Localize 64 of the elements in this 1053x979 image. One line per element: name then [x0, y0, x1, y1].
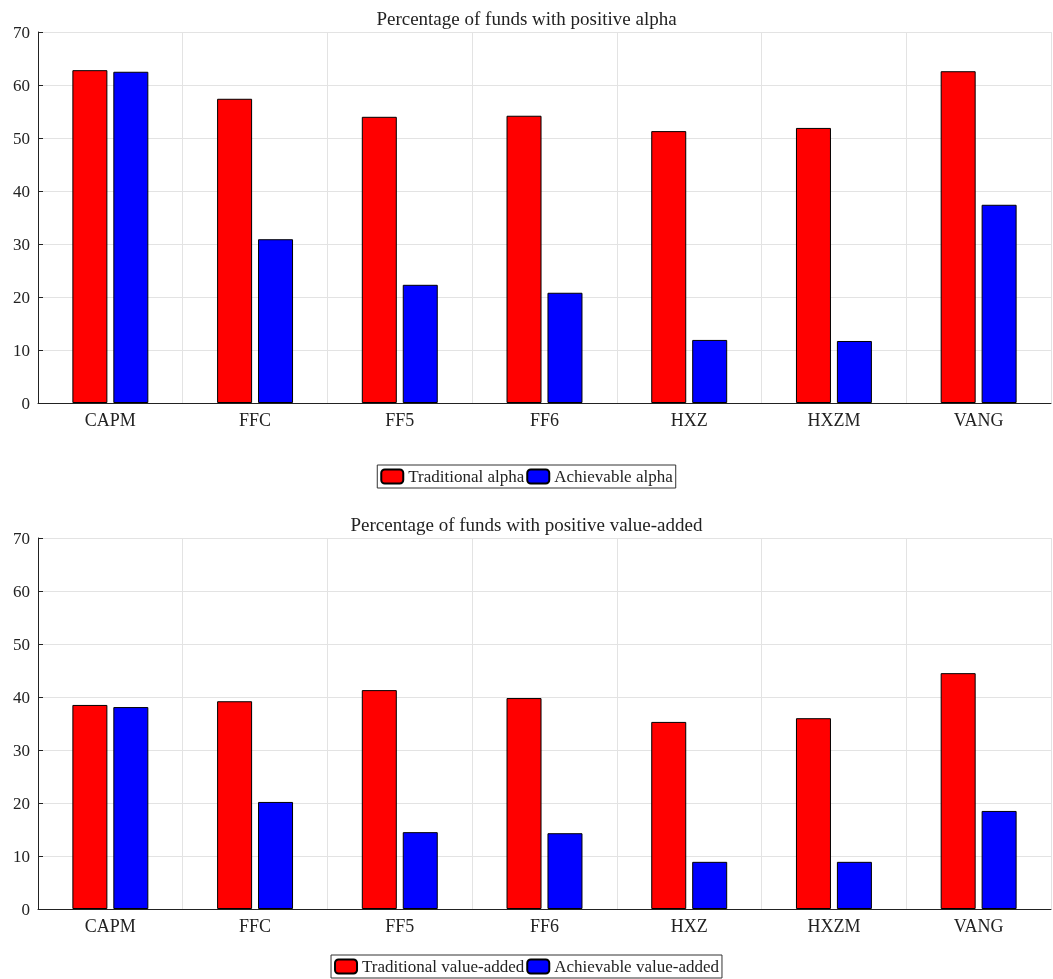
y-tick-label: 10	[13, 846, 30, 866]
y-tick-label: 30	[13, 234, 30, 254]
x-tick-label: FFC	[239, 410, 272, 430]
bar	[692, 339, 728, 403]
y-tick-label: 60	[13, 581, 30, 601]
x-tick-label: FF5	[385, 916, 415, 936]
bar	[361, 116, 397, 403]
y-tick-label: 40	[13, 687, 30, 707]
x-tick-label: CAPM	[84, 916, 136, 936]
x-tick-label: CAPM	[84, 410, 136, 430]
x-tick-label: FFC	[239, 916, 272, 936]
bar	[981, 810, 1017, 909]
bar	[72, 704, 108, 909]
y-tick-label: 20	[13, 793, 30, 813]
y-tick-label: 30	[13, 740, 30, 760]
y-tick-label: 10	[13, 340, 30, 360]
bar	[651, 131, 687, 403]
x-tick-label: HXZ	[670, 916, 708, 936]
x-tick-label: HXZM	[807, 410, 861, 430]
legend-label: Achievable value-added	[554, 957, 720, 976]
chart-title: Percentage of funds with positive value-added	[350, 514, 703, 535]
bar	[72, 70, 108, 403]
legend-label: Traditional alpha	[408, 467, 525, 486]
x-tick-label: FF5	[385, 410, 415, 430]
bar	[506, 115, 542, 403]
chart-title: Percentage of funds with positive alpha	[376, 8, 678, 29]
bar	[113, 707, 149, 909]
bar	[795, 127, 831, 403]
legend-label: Achievable alpha	[554, 467, 674, 486]
y-tick-label: 40	[13, 181, 30, 201]
bar	[981, 204, 1017, 403]
bar	[940, 71, 976, 403]
y-tick-label: 70	[13, 528, 30, 548]
x-tick-label: FF6	[529, 410, 560, 430]
x-tick-label: FF6	[529, 916, 560, 936]
bar	[692, 861, 728, 909]
bar	[795, 718, 831, 909]
x-tick-label: VANG	[953, 410, 1004, 430]
y-tick-label: 50	[13, 634, 30, 654]
bar	[217, 98, 253, 403]
y-tick-label: 70	[13, 22, 30, 42]
y-tick-label: 20	[13, 287, 30, 307]
bar	[547, 292, 583, 403]
y-tick-label: 0	[21, 393, 30, 413]
x-tick-label: VANG	[953, 916, 1004, 936]
y-tick-label: 50	[13, 128, 30, 148]
legend-label: Traditional value-added	[362, 957, 525, 976]
bar	[940, 673, 976, 909]
bar	[113, 71, 149, 403]
y-tick-label: 60	[13, 75, 30, 95]
bar	[651, 721, 687, 909]
bar	[836, 340, 872, 403]
y-tick-label: 0	[21, 899, 30, 919]
bar	[506, 698, 542, 909]
bar	[402, 284, 438, 403]
bar	[361, 690, 397, 909]
x-tick-label: HXZ	[670, 410, 708, 430]
bar	[402, 832, 438, 909]
bar	[836, 861, 872, 909]
x-tick-label: HXZM	[807, 916, 861, 936]
bar	[258, 801, 294, 909]
bar	[258, 239, 294, 403]
bar	[217, 701, 253, 909]
bar	[547, 833, 583, 909]
